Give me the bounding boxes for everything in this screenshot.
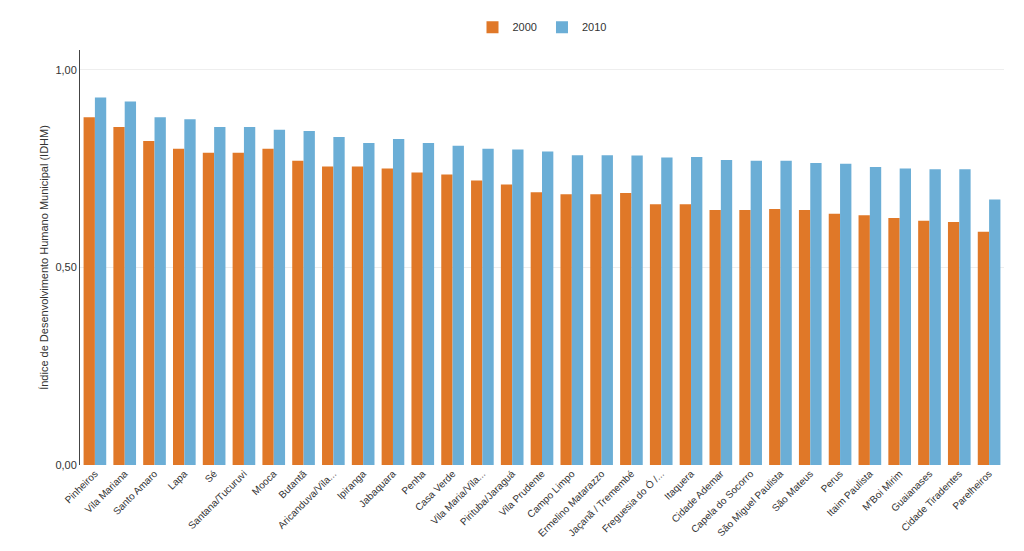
- svg-text:Vila Prudente: Vila Prudente: [497, 468, 547, 518]
- svg-text:0,50: 0,50: [55, 261, 76, 273]
- svg-text:Jaçanã / Tremembé: Jaçanã / Tremembé: [566, 468, 637, 539]
- svg-text:Santo Amaro: Santo Amaro: [111, 468, 160, 517]
- svg-text:Capela do Socorro: Capela do Socorro: [689, 468, 756, 535]
- svg-text:Parelheiros: Parelheiros: [950, 468, 994, 512]
- svg-text:Pinheiros: Pinheiros: [63, 468, 100, 505]
- svg-text:Índice de Desenvolvimento Huma: Índice de Desenvolvimento Humano Municip…: [38, 125, 50, 390]
- svg-text:Lapa: Lapa: [166, 468, 190, 492]
- svg-text:Vila Mariana: Vila Mariana: [83, 468, 130, 515]
- svg-text:Itaquera: Itaquera: [662, 468, 696, 502]
- svg-text:Butantã: Butantã: [276, 468, 308, 500]
- svg-text:Guaianases: Guaianases: [889, 468, 935, 514]
- svg-text:Pirituba/Jaraguá: Pirituba/Jaraguá: [458, 468, 518, 528]
- svg-text:Sé: Sé: [203, 468, 220, 485]
- svg-text:Ermelino Matarazzo: Ermelino Matarazzo: [536, 468, 607, 539]
- svg-text:Cidade Tiradentes: Cidade Tiradentes: [899, 468, 964, 533]
- svg-text:M'Boi Mirim: M'Boi Mirim: [860, 468, 904, 512]
- svg-text:Freguesia do Ó /...: Freguesia do Ó /...: [599, 467, 666, 534]
- svg-text:2000: 2000: [513, 21, 537, 33]
- svg-text:Jabaquara: Jabaquara: [357, 468, 399, 510]
- svg-text:1,00: 1,00: [55, 64, 76, 76]
- svg-text:Itaim Paulista: Itaim Paulista: [825, 468, 876, 519]
- svg-text:Campo Limpo: Campo Limpo: [525, 468, 577, 520]
- svg-text:0,00: 0,00: [55, 459, 76, 471]
- svg-text:Penha: Penha: [399, 468, 428, 497]
- svg-text:Casa Verde: Casa Verde: [413, 468, 458, 513]
- svg-text:Mooca: Mooca: [250, 468, 279, 497]
- svg-text:Cidade Ademar: Cidade Ademar: [669, 468, 726, 525]
- svg-text:Vila Maria/Vila...: Vila Maria/Vila...: [429, 468, 488, 527]
- svg-text:2010: 2010: [582, 21, 606, 33]
- svg-text:São Mateus: São Mateus: [770, 468, 816, 514]
- svg-text:Perus: Perus: [819, 468, 845, 494]
- svg-text:Ipiranga: Ipiranga: [335, 468, 369, 502]
- svg-text:São Miguel Paulista: São Miguel Paulista: [715, 468, 786, 539]
- svg-text:Aricanduva/Vila...: Aricanduva/Vila...: [276, 468, 339, 531]
- svg-text:Santana/Tucuruvi: Santana/Tucuruvi: [186, 468, 249, 531]
